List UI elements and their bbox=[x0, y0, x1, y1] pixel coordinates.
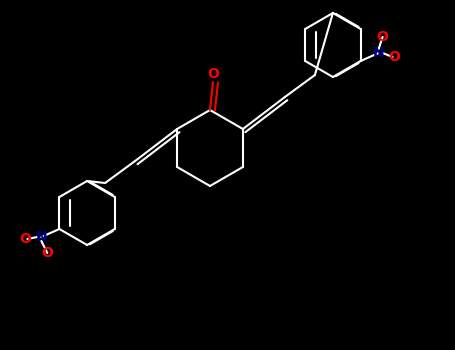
Text: N: N bbox=[35, 230, 47, 244]
Text: O: O bbox=[41, 246, 53, 260]
Text: N: N bbox=[373, 46, 384, 60]
Text: O: O bbox=[20, 232, 31, 246]
Text: O: O bbox=[207, 67, 219, 81]
Text: O: O bbox=[389, 50, 400, 64]
Text: O: O bbox=[377, 30, 389, 44]
